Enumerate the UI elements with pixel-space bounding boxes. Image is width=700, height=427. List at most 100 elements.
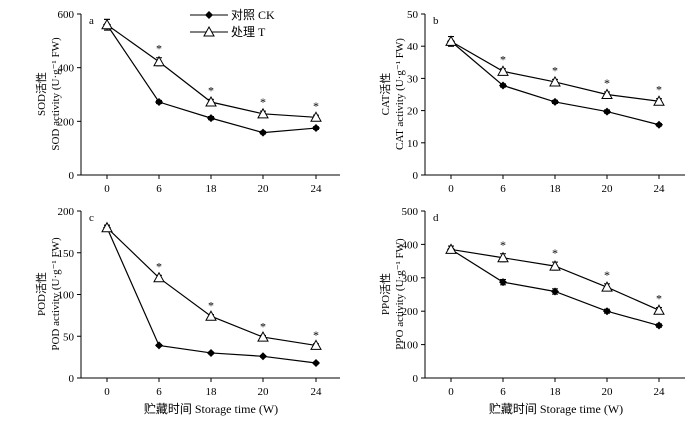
data-point-ck (603, 307, 611, 316)
legend-t-marker (203, 25, 215, 37)
y-tick-label: 0 (413, 373, 419, 385)
x-tick-label: 20 (602, 183, 614, 195)
x-tick-label: 20 (258, 386, 270, 398)
data-point-t (205, 95, 217, 107)
data-point-t (205, 310, 217, 321)
significance-star: * (500, 53, 506, 67)
data-point-t (549, 75, 561, 87)
significance-star: * (156, 259, 162, 273)
legend-ck-marker (205, 11, 213, 19)
data-point-ck (259, 128, 267, 137)
data-point-t (101, 221, 113, 233)
panel-b: 0 10 20 30 40 50 0 6 18 20 24 b CAT活性 CAT activity (U… (378, 9, 685, 195)
panel-d: 0 100 200 300 400 500 0 6 18 20 24 d PPO活性 PPO activi… (378, 206, 685, 398)
x-tick-label: 18 (206, 183, 218, 195)
significance-star: * (260, 95, 266, 109)
x-tick-label: 24 (311, 183, 323, 195)
x-tick-label: 20 (258, 183, 270, 195)
significance-star: * (604, 268, 610, 282)
data-point-t (497, 65, 509, 76)
y-tick-label: 500 (402, 206, 419, 218)
y-axis-label-cn: SOD活性 (34, 72, 48, 116)
significance-star: * (500, 238, 506, 252)
y-tick-label: 100 (402, 340, 419, 352)
data-point-t (497, 251, 509, 263)
y-tick-label: 10 (407, 138, 419, 150)
y-tick-label: 0 (69, 373, 75, 385)
x-tick-label: 6 (500, 386, 506, 398)
data-point-ck (312, 358, 320, 367)
y-axis-label-cn: CAT活性 (378, 73, 392, 116)
x-axis-title-right: 贮藏时间 Storage time (W) (489, 401, 623, 416)
x-tick-label: 0 (448, 386, 454, 398)
data-point-t (257, 331, 269, 342)
y-axis-label-en: PPO activity (U·g⁻¹ FW) (394, 238, 406, 350)
y-axis-label-cn: POD活性 (34, 272, 48, 316)
significance-star: * (313, 99, 319, 113)
legend-t-label: 处理 T (231, 25, 266, 39)
significance-star: * (208, 299, 214, 313)
legend-ck-label: 对照 CK (231, 8, 275, 22)
panel-c: 0 50 100 150 200 0 6 18 20 24 c POD活性 POD activity (… (34, 206, 340, 398)
x-tick-label: 24 (654, 183, 666, 195)
y-tick-label: 300 (402, 273, 419, 285)
y-tick-label: 30 (407, 73, 419, 85)
significance-star: * (313, 328, 319, 342)
y-axis-label-en: SOD activity (U·g⁻¹ FW) (50, 37, 62, 151)
data-point-ck (655, 120, 663, 129)
y-tick-label: 100 (58, 290, 75, 302)
data-point-ck (499, 81, 507, 90)
y-tick-label: 150 (58, 248, 75, 260)
significance-star: * (552, 246, 558, 260)
data-point-t (153, 271, 165, 283)
series-line-t (106, 227, 317, 347)
panel-label: b (433, 15, 439, 27)
y-tick-label: 200 (402, 306, 419, 318)
x-tick-label: 18 (550, 386, 562, 398)
data-point-ck (259, 352, 267, 361)
panel-label: a (89, 15, 94, 27)
y-tick-label: 0 (69, 170, 75, 182)
data-point-t (310, 339, 322, 350)
significance-star: * (656, 292, 662, 306)
data-point-ck (603, 107, 611, 116)
x-axis-title-left: 贮藏时间 Storage time (W) (144, 401, 278, 416)
y-tick-label: 0 (413, 170, 419, 182)
data-point-ck (207, 348, 215, 357)
y-axis-label-en: CAT activity (U·g⁻¹ FW) (394, 38, 406, 150)
significance-star: * (552, 63, 558, 77)
x-tick-label: 18 (206, 386, 218, 398)
panel-a: 0 200 400 600 0 6 18 20 24 a SOD活性 SOD activity (U·… (34, 9, 340, 195)
y-tick-label: 600 (58, 9, 75, 21)
data-point-ck (499, 278, 507, 287)
significance-star: * (208, 83, 214, 97)
legend: 对照 CK 处理 T (190, 8, 275, 39)
series-line-ck (106, 227, 317, 364)
significance-star: * (156, 42, 162, 56)
x-tick-label: 6 (500, 183, 506, 195)
x-tick-label: 20 (602, 386, 614, 398)
y-tick-label: 400 (402, 239, 419, 251)
data-point-t (653, 304, 665, 315)
x-tick-label: 18 (550, 183, 562, 195)
data-point-ck (551, 97, 559, 106)
data-point-t (445, 35, 457, 46)
x-tick-label: 0 (104, 386, 110, 398)
data-point-t (153, 55, 165, 67)
x-tick-label: 0 (448, 183, 454, 195)
data-point-t (101, 18, 113, 30)
x-tick-label: 6 (156, 386, 162, 398)
significance-star: * (260, 319, 266, 333)
y-axis-label-en: POD activity (U·g⁻¹ FW) (50, 237, 62, 351)
panel-label: c (89, 212, 94, 224)
data-point-ck (551, 287, 559, 296)
data-point-ck (155, 98, 163, 107)
significance-star: * (656, 83, 662, 97)
y-tick-label: 400 (58, 63, 75, 75)
data-point-t (601, 88, 613, 99)
y-tick-label: 20 (407, 106, 419, 118)
data-point-ck (312, 124, 320, 133)
data-point-t (653, 95, 665, 106)
data-point-ck (655, 321, 663, 330)
